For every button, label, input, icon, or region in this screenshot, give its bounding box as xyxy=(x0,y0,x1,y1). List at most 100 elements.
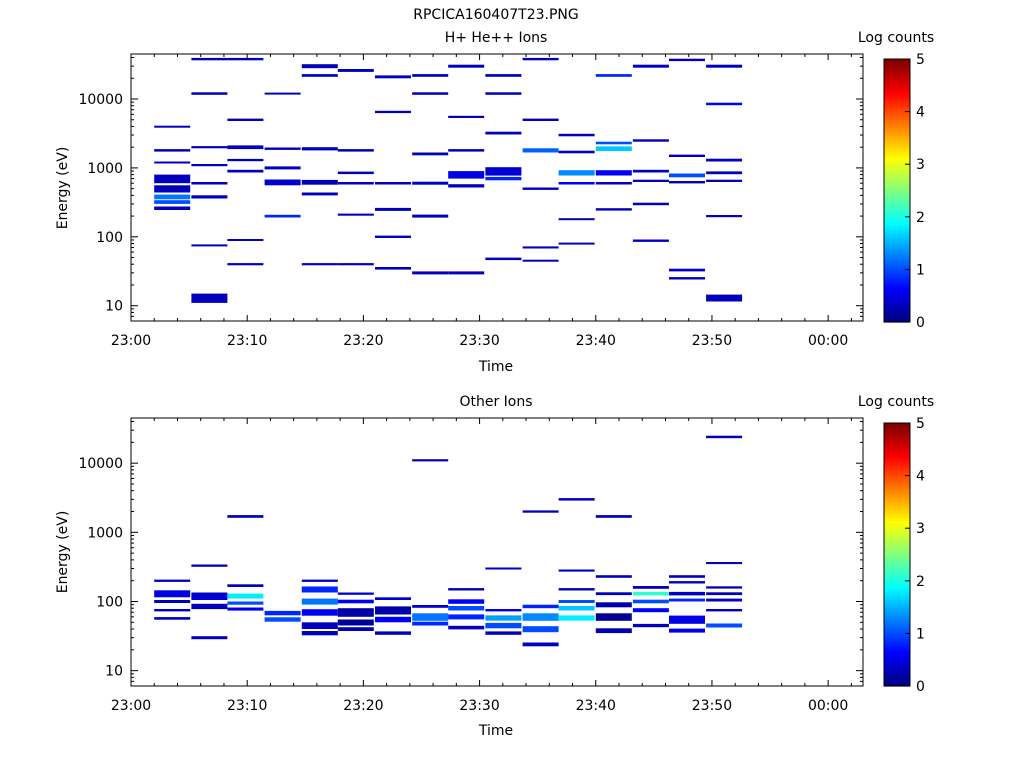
colorbar-swatch xyxy=(884,106,910,110)
colorbar-swatch xyxy=(884,132,910,136)
colorbar-swatch xyxy=(884,206,910,210)
colorbar-swatch xyxy=(884,565,910,569)
colorbar-swatch xyxy=(884,557,910,561)
colorbar-swatch xyxy=(884,636,910,640)
heatmap-cell xyxy=(375,606,411,615)
colorbar-swatch xyxy=(884,295,910,299)
colorbar-swatch xyxy=(884,193,910,197)
heatmap-cell xyxy=(485,631,522,635)
heatmap-cell xyxy=(595,515,632,518)
colorbar-swatch xyxy=(884,478,910,482)
colorbar-swatch xyxy=(884,101,910,105)
colorbar-swatch xyxy=(884,237,910,242)
colorbar-swatch xyxy=(884,137,910,142)
heatmap-cell xyxy=(558,615,595,621)
heatmap-cell xyxy=(412,621,449,626)
heatmap-cell xyxy=(154,125,191,128)
colorbar-swatch xyxy=(884,145,910,150)
colorbar-swatch xyxy=(884,509,910,514)
colorbar-swatch xyxy=(884,472,910,477)
colorbar-swatch xyxy=(884,480,910,485)
heatmap-cell xyxy=(191,592,228,600)
heatmap-cell xyxy=(154,149,191,152)
colorbar-swatch xyxy=(884,177,910,181)
heatmap-cell xyxy=(558,498,595,501)
colorbar-swatch xyxy=(884,633,910,637)
colorbar-swatch xyxy=(884,438,910,443)
colorbar-swatch xyxy=(884,59,910,63)
heatmap-cell xyxy=(191,293,228,303)
colorbar-swatch xyxy=(884,425,910,429)
heatmap-cell xyxy=(412,181,449,185)
colorbar-swatch xyxy=(884,470,910,474)
colorbar-swatch xyxy=(884,311,910,315)
colorbar-swatch xyxy=(884,174,910,178)
heatmap-cell xyxy=(301,74,338,77)
colorbar-swatch xyxy=(884,316,910,320)
heatmap-cell xyxy=(485,92,522,95)
colorbar-swatch xyxy=(884,127,910,131)
plot-frame xyxy=(130,417,864,687)
heatmap-cell xyxy=(337,182,374,185)
heatmap-cell xyxy=(448,614,485,620)
colorbar-swatch xyxy=(884,153,910,157)
colorbar-swatch xyxy=(884,319,910,323)
colorbar-swatch xyxy=(884,578,910,582)
heatmap-cell xyxy=(485,176,522,181)
colorbar-swatch xyxy=(884,675,910,679)
heatmap-cell xyxy=(448,625,485,630)
colorbar-swatch xyxy=(884,536,910,540)
colorbar-swatch xyxy=(884,546,910,550)
colorbar-tick-label: 4 xyxy=(916,105,925,121)
colorbar-swatch xyxy=(884,93,910,97)
panel-h-he-ions: H+ He++ Ions 23:00 23:10 23:20 23:30 23:40 23… xyxy=(55,30,934,375)
colorbar-swatch xyxy=(884,572,910,577)
colorbar-swatch xyxy=(884,462,910,466)
heatmap-cell xyxy=(595,613,632,621)
heatmap-cell xyxy=(448,115,485,118)
colorbar-frame xyxy=(883,58,911,323)
heatmap-cell xyxy=(337,69,374,72)
colorbar-swatch xyxy=(884,423,910,427)
colorbar-tick-label: 3 xyxy=(916,157,925,173)
heatmap-cell xyxy=(595,74,632,77)
colorbar-swatch xyxy=(884,61,910,65)
heatmap-cell xyxy=(632,179,669,182)
heatmap-cell xyxy=(632,64,669,68)
x-tick-label: 23:30 xyxy=(459,333,499,349)
y-tick-label: 10000 xyxy=(78,456,123,472)
colorbar-swatch xyxy=(884,187,910,192)
heatmap-cell xyxy=(706,609,743,612)
heatmap-cell xyxy=(301,147,338,151)
heatmap-cell xyxy=(595,146,632,152)
heatmap-cell xyxy=(669,591,705,596)
colorbar-swatch xyxy=(884,308,910,313)
heatmap-cell xyxy=(632,623,669,628)
heatmap-cell xyxy=(706,294,743,302)
heatmap-cell xyxy=(558,133,595,137)
heatmap-cell xyxy=(227,145,264,150)
colorbar-swatch xyxy=(884,494,910,498)
colorbar-swatch xyxy=(884,287,910,292)
heatmap-cell xyxy=(558,606,595,611)
colorbar-swatch xyxy=(884,554,910,558)
heatmap-cell xyxy=(558,182,595,185)
heatmap-cell xyxy=(264,166,301,170)
heatmap-cell xyxy=(522,246,559,249)
colorbar-swatch xyxy=(884,258,910,263)
colorbar-swatch xyxy=(884,654,910,658)
heatmap-cell xyxy=(485,615,522,621)
heatmap-cell xyxy=(227,263,264,266)
colorbar-swatch xyxy=(884,95,910,100)
colorbar-swatch xyxy=(884,164,910,168)
colorbar-swatch xyxy=(884,198,910,202)
heatmap-cell xyxy=(632,239,669,242)
colorbar-swatch xyxy=(884,166,910,171)
heatmap-cell xyxy=(706,623,743,628)
colorbar-swatch xyxy=(884,216,910,221)
heatmap-cell xyxy=(558,150,595,154)
heatmap-cell xyxy=(706,592,743,596)
heatmap-cell xyxy=(595,575,632,578)
heatmap-cell xyxy=(706,598,743,602)
colorbar-swatch xyxy=(884,303,910,307)
